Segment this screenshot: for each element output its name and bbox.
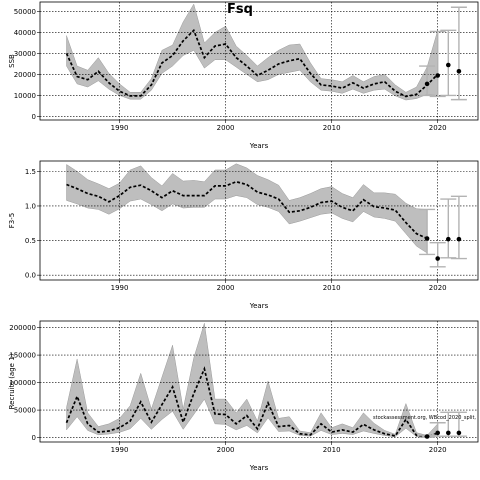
x-tick-label: 2000 — [217, 124, 235, 132]
x-axis-label: Years — [249, 302, 269, 310]
y-axis-label: Recruits (age 1) — [8, 353, 16, 409]
x-tick-label: 2020 — [429, 124, 447, 132]
x-tick-label: 1990 — [111, 124, 129, 132]
plot-frame — [39, 320, 479, 443]
forecast-point — [446, 236, 451, 242]
y-tick-label: 40000 — [14, 29, 36, 37]
forecast-point — [424, 434, 430, 439]
y-tick-label: 100000 — [9, 379, 36, 387]
y-tick-label: 50000 — [14, 8, 36, 16]
page-title: Fsq — [227, 2, 253, 17]
y-tick-label: 30000 — [14, 50, 36, 58]
y-tick-label: 0.5 — [25, 237, 36, 245]
forecast-point — [424, 81, 430, 87]
credit-text: stockassessment.org, WBcod_2020_split, — [373, 415, 476, 421]
y-tick-label: 0 — [32, 113, 36, 121]
x-axis-label: Years — [249, 464, 269, 472]
chart-panel-2: 1990 2000 2010 2020 0.0 0.5 1.0 1.5 Years F3-5 — [8, 160, 479, 310]
y-tick-label: 50000 — [14, 407, 36, 415]
forecast-point — [435, 256, 440, 261]
confidence-band — [66, 163, 428, 254]
forecast-point — [424, 236, 430, 241]
chart-panel-1: 1990 2000 2010 2020 0 10000 20000 30000 40000 500… — [8, 1, 479, 150]
forecast-point — [435, 73, 440, 78]
y-tick-label: 1.0 — [25, 202, 36, 210]
x-tick-label: 2010 — [323, 446, 341, 454]
y-axis-label: F3-5 — [8, 213, 16, 228]
estimate-line — [65, 28, 439, 98]
plot-frame — [39, 1, 479, 121]
chart-panel-3: 1990 2000 2010 2020 0 50000 100000 150000 200000… — [8, 320, 479, 472]
forecast-point — [456, 430, 462, 436]
x-axis-label: Years — [249, 142, 269, 150]
y-tick-label: 0.0 — [25, 272, 36, 280]
x-tick-label: 2010 — [323, 124, 341, 132]
x-tick-label: 1990 — [111, 284, 129, 292]
y-tick-label: 20000 — [14, 71, 36, 79]
x-tick-label: 2020 — [429, 284, 447, 292]
x-tick-label: 1990 — [111, 446, 129, 454]
x-tick-label: 2000 — [217, 446, 235, 454]
plot-frame — [39, 160, 479, 281]
forecast-point — [456, 236, 462, 242]
x-tick-label: 2010 — [323, 284, 341, 292]
y-axis-label: SSB — [8, 54, 16, 68]
x-tick-label: 2020 — [429, 446, 447, 454]
confidence-band — [66, 3, 438, 101]
forecast-point — [456, 68, 462, 74]
y-tick-label: 10000 — [14, 92, 36, 100]
y-tick-label: 1.5 — [25, 168, 36, 176]
y-tick-label: 0 — [32, 434, 36, 442]
forecast-point — [446, 62, 451, 68]
estimate-line — [66, 180, 428, 240]
y-tick-label: 150000 — [9, 352, 36, 360]
x-tick-label: 2000 — [217, 284, 235, 292]
y-tick-label: 200000 — [9, 324, 36, 332]
forecast-point — [446, 430, 451, 436]
forecast-point — [435, 430, 440, 436]
